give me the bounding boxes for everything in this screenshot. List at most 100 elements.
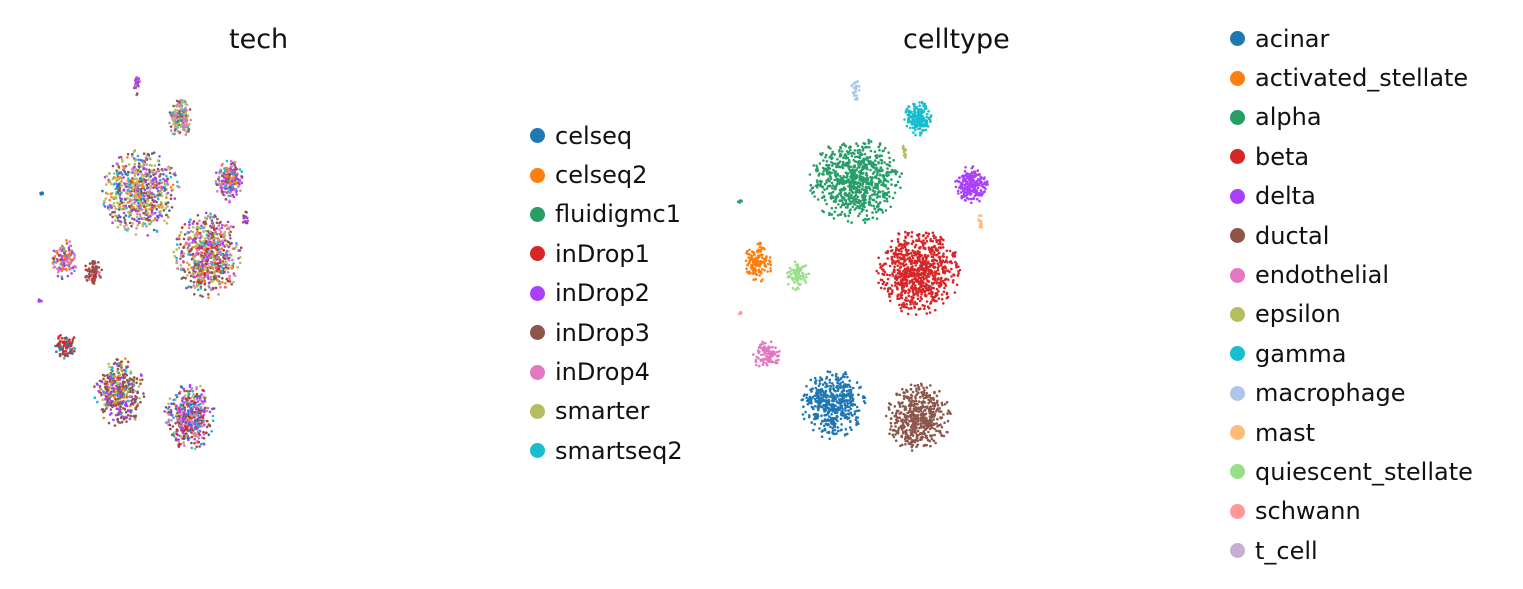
scatter-point [886,287,890,291]
scatter-point [854,155,857,159]
scatter-point [878,154,882,157]
scatter-point [836,194,839,197]
scatter-point [918,288,921,292]
scatter-point [909,431,913,434]
scatter-point [852,176,856,179]
scatter-point [122,216,126,219]
scatter-point [901,401,904,404]
scatter-point [104,183,108,186]
scatter-point [893,265,896,269]
scatter-point [847,178,851,181]
scatter-point [892,252,896,256]
scatter-point [883,161,886,164]
scatter-point [874,163,878,167]
scatter-point [877,272,880,275]
scatter-point [113,210,116,214]
scatter-point [850,196,854,200]
scatter-point [155,184,158,187]
scatter-point [836,165,839,169]
scatter-point [893,169,896,172]
scatter-point [932,234,936,237]
scatter-point [858,212,861,216]
scatter-point [838,165,842,169]
scatter-point [853,152,856,155]
scatter-point [905,296,908,300]
scatter-point [918,395,922,399]
scatter-point [850,154,854,158]
scatter-point [884,283,888,287]
scatter-point [909,303,912,306]
scatter-point [111,164,115,168]
scatter-point [868,195,872,198]
scatter-point [880,183,883,187]
scatter-point [114,219,117,222]
scatter-point [138,213,142,216]
scatter-point [883,174,886,177]
scatter-point [894,248,898,252]
scatter-point [859,169,862,173]
scatter-point [923,307,926,311]
scatter-point [927,232,931,235]
scatter-point [896,293,900,297]
scatter-point [148,163,152,167]
scatter-point [133,165,136,169]
scatter-point [877,162,880,165]
scatter-point [886,167,889,170]
scatter-point [871,161,874,164]
scatter-point [860,175,863,179]
scatter-point [934,308,937,312]
scatter-point [888,160,892,164]
scatter-point [840,150,844,153]
scatter-point [103,205,107,208]
scatter-point [869,168,872,172]
scatter-point [880,208,884,212]
scatter-point [886,249,890,253]
scatter-point [927,268,931,272]
scatter-point [148,168,151,172]
scatter-point [900,281,904,284]
scatter-point [910,307,913,310]
scatter-point [883,146,887,150]
scatter-point [948,249,952,253]
scatter-point [950,267,953,271]
scatter-point [131,217,134,220]
scatter-point [126,156,129,159]
scatter-point [907,294,911,298]
scatter-point [907,275,910,279]
scatter-point [107,208,111,211]
scatter-point [917,258,920,262]
scatter-point [833,153,836,156]
scatter-point [937,255,941,259]
scatter-point [935,253,938,257]
scatter-point [164,207,168,210]
scatter-point [885,273,889,277]
scatter-point [820,196,824,200]
scatter-point [898,272,902,276]
scatter-point [881,190,885,193]
scatter-point [914,278,918,281]
scatter-point [885,197,888,200]
scatter-point [874,184,877,188]
scatter-point [878,169,882,173]
scatter-point [935,422,938,425]
scatter-point [863,191,866,195]
scatter-point [934,274,937,277]
scatter-point [930,420,933,424]
scatter-point [852,202,856,206]
scatter-point [844,214,847,218]
scatter-point [828,155,831,159]
scatter-point [160,168,164,171]
scatter-point [860,207,864,210]
scatter-point [818,179,822,183]
scatter-point [867,139,870,143]
scatter-point [905,278,909,282]
scatter-point [860,145,864,149]
scatter-point [890,284,894,287]
scatter-point [914,288,918,292]
scatter-point [926,235,929,238]
scatter-point [839,154,843,158]
scatter-point [919,282,923,286]
scatter-point [112,172,116,175]
scatter-point [853,208,856,211]
scatter-point [937,242,940,246]
